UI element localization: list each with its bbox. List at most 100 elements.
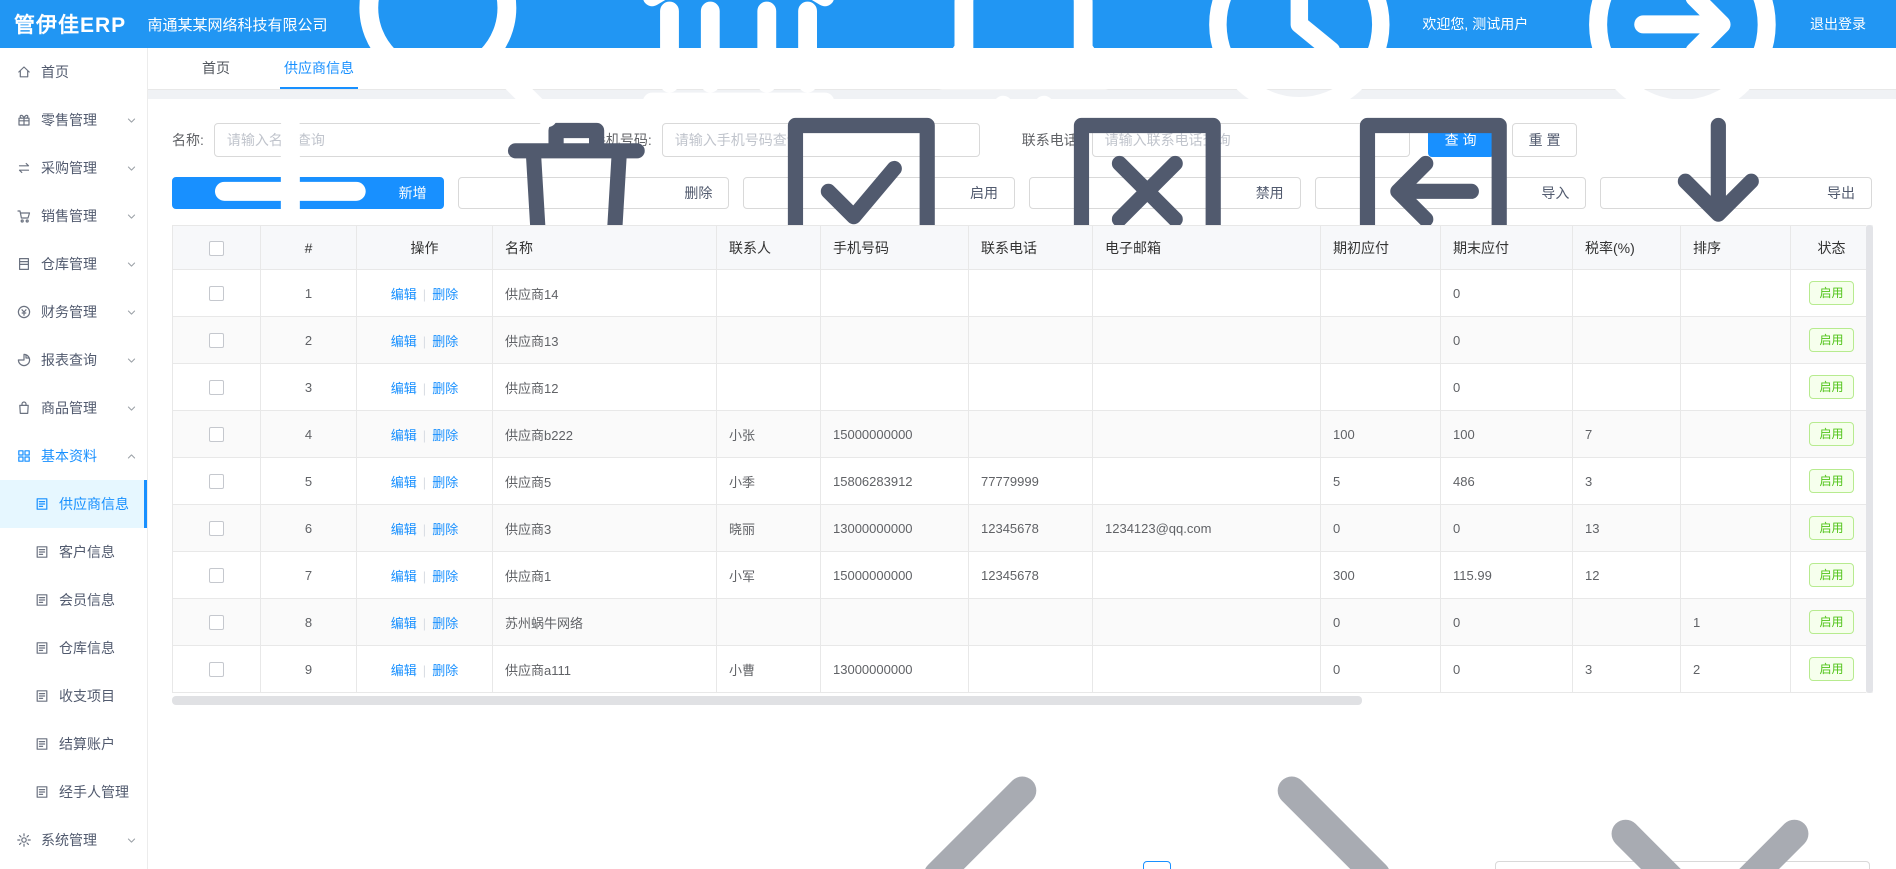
edit-link[interactable]: 编辑	[390, 615, 417, 631]
row-delete-link[interactable]: 删除	[432, 333, 459, 349]
status-badge[interactable]: 启用	[1809, 280, 1854, 306]
row-checkbox[interactable]	[209, 380, 224, 396]
reset-button-label: 重 置	[1528, 132, 1561, 148]
sidebar-item-customer-info[interactable]: 客户信息	[0, 528, 147, 576]
sidebar-item-warehouse-info[interactable]: 仓库信息	[0, 624, 147, 672]
delete-button-label: 删除	[684, 185, 713, 201]
row-delete-link[interactable]: 删除	[432, 521, 459, 537]
row-checkbox[interactable]	[209, 333, 224, 349]
cell-tel	[968, 363, 1093, 411]
search-icon[interactable]	[328, 0, 579, 150]
row-delete-link[interactable]: 删除	[432, 662, 459, 678]
reset-button[interactable]: 重 置	[1511, 123, 1578, 157]
delete-button[interactable]: 删除	[457, 123, 730, 265]
add-button-label: 新增	[398, 185, 427, 201]
status-badge[interactable]: 启用	[1809, 656, 1854, 682]
edit-link[interactable]: 编辑	[390, 474, 417, 490]
cell-closing: 0	[1440, 363, 1573, 411]
chevron-down-icon	[126, 835, 137, 846]
table-row: 1 编辑 | 删除 供应商14 0 启用	[172, 269, 1873, 317]
welcome-user[interactable]: 欢迎您, 测试用户	[1183, 0, 1528, 140]
status-badge[interactable]: 启用	[1809, 609, 1854, 635]
page-size-value: 10 条/页	[1505, 866, 1553, 869]
name-filter-input[interactable]	[213, 123, 550, 157]
edit-link[interactable]: 编辑	[390, 662, 417, 678]
horizontal-scrollbar[interactable]	[172, 696, 1872, 705]
bank-icon[interactable]	[613, 0, 864, 150]
doc-icon	[34, 640, 50, 656]
enable-button[interactable]: 启用	[743, 118, 1016, 265]
sidebar-item-report[interactable]: 报表查询	[0, 336, 147, 384]
row-delete-link[interactable]: 删除	[432, 615, 459, 631]
row-checkbox[interactable]	[209, 286, 224, 302]
status-badge[interactable]: 启用	[1809, 515, 1854, 541]
status-badge[interactable]: 启用	[1809, 468, 1854, 494]
bell-icon[interactable]	[898, 0, 1149, 150]
tel-filter-input[interactable]	[1091, 123, 1410, 157]
logout-button[interactable]: 退出登录	[1562, 0, 1866, 144]
edit-link[interactable]: 编辑	[390, 521, 417, 537]
cell-sort	[1680, 504, 1791, 552]
row-delete-link[interactable]: 删除	[432, 474, 459, 490]
edit-link[interactable]: 编辑	[390, 380, 417, 396]
tab-supplier-info[interactable]: 供应商信息	[280, 48, 358, 89]
link-separator: |	[422, 380, 427, 396]
edit-link[interactable]: 编辑	[390, 286, 417, 302]
edit-link[interactable]: 编辑	[390, 568, 417, 584]
clock-icon	[1183, 0, 1416, 140]
import-button[interactable]: 导入	[1314, 118, 1587, 265]
cell-name: 供应商5	[492, 457, 717, 505]
tab-home[interactable]: 首页	[202, 59, 230, 76]
status-badge[interactable]: 启用	[1809, 421, 1854, 447]
next-page-icon[interactable]	[1183, 725, 1483, 869]
sidebar-item-finance[interactable]: 财务管理	[0, 288, 147, 336]
row-delete-link[interactable]: 删除	[432, 286, 459, 302]
row-index: 1	[260, 269, 357, 317]
cell-email	[1092, 363, 1321, 411]
row-checkbox[interactable]	[209, 615, 224, 631]
sidebar-item-income-items[interactable]: 收支项目	[0, 672, 147, 720]
page-number-button[interactable]: 1	[1143, 861, 1172, 869]
row-delete-link[interactable]: 删除	[432, 380, 459, 396]
sidebar-item-home[interactable]: 首页	[0, 48, 147, 96]
sidebar-item-supplier-info[interactable]: 供应商信息	[0, 480, 147, 528]
status-badge[interactable]: 启用	[1809, 562, 1854, 588]
sidebar-item-retail[interactable]: 零售管理	[0, 96, 147, 144]
edit-link[interactable]: 编辑	[390, 333, 417, 349]
status-badge[interactable]: 启用	[1809, 327, 1854, 353]
vertical-scrollbar[interactable]	[1866, 225, 1873, 693]
row-checkbox[interactable]	[209, 521, 224, 537]
sidebar-item-settle-account[interactable]: 结算账户	[0, 720, 147, 768]
prev-page-icon[interactable]	[831, 725, 1131, 869]
sidebar-item-sales[interactable]: 销售管理	[0, 192, 147, 240]
sidebar-item-label: 财务管理	[41, 304, 97, 320]
sidebar-item-system[interactable]: 系统管理	[0, 816, 147, 864]
status-badge[interactable]: 启用	[1809, 374, 1854, 400]
sidebar-item-handler-mgmt[interactable]: 经手人管理	[0, 768, 147, 816]
row-checkbox[interactable]	[209, 568, 224, 584]
sidebar-item-member-info[interactable]: 会员信息	[0, 576, 147, 624]
row-checkbox[interactable]	[209, 662, 224, 678]
row-checkbox[interactable]	[209, 427, 224, 443]
chevron-down-icon	[126, 163, 137, 174]
cell-tax	[1572, 269, 1681, 317]
row-checkbox[interactable]	[209, 474, 224, 490]
cell-mobile: 15000000000	[820, 551, 969, 599]
sidebar-item-warehouse[interactable]: 仓库管理	[0, 240, 147, 288]
sidebar-item-goods[interactable]: 商品管理	[0, 384, 147, 432]
row-delete-link[interactable]: 删除	[432, 568, 459, 584]
row-delete-link[interactable]: 删除	[432, 427, 459, 443]
export-button[interactable]: 导出	[1600, 118, 1873, 263]
sidebar-item-purchase[interactable]: 采购管理	[0, 144, 147, 192]
add-button[interactable]: 新增	[172, 116, 444, 267]
sidebar: 首页 零售管理 采购管理 销售管理 仓库管理财务管理报表查询 商品管理 基本资料 供应商信息客…	[0, 48, 148, 869]
disable-button[interactable]: 禁用	[1029, 118, 1301, 265]
edit-link[interactable]: 编辑	[390, 427, 417, 443]
cell-sort	[1680, 316, 1791, 364]
sidebar-item-label: 仓库信息	[59, 640, 115, 656]
cell-contact: 晓丽	[716, 504, 821, 552]
page-size-select[interactable]: 10 条/页	[1495, 819, 1870, 869]
select-all-checkbox[interactable]	[209, 240, 224, 256]
table-row: 3 编辑 | 删除 供应商12 0 启用	[172, 363, 1873, 411]
sidebar-item-basedata[interactable]: 基本资料	[0, 432, 147, 480]
